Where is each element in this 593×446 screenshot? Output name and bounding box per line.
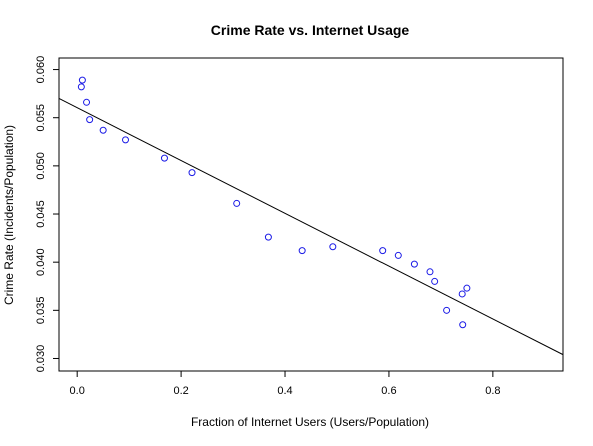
y-tick-label: 0.060 [35, 56, 47, 84]
scatter-points [78, 77, 470, 328]
data-point [123, 137, 129, 143]
y-axis: 0.030 0.035 0.040 0.045 0.050 0.055 0.060 [35, 56, 59, 372]
data-point [380, 248, 386, 254]
data-point [100, 127, 106, 133]
y-tick-label: 0.045 [35, 200, 47, 228]
regression-line-group [59, 98, 563, 354]
data-point [444, 307, 450, 313]
data-point [464, 285, 470, 291]
x-tick-label: 0.4 [277, 385, 292, 397]
data-point [460, 322, 466, 328]
data-point [265, 234, 271, 240]
chart-title: Crime Rate vs. Internet Usage [211, 22, 410, 38]
y-tick-label: 0.050 [35, 152, 47, 180]
data-point [161, 155, 167, 161]
y-tick-label: 0.030 [35, 345, 47, 373]
x-tick-label: 0.2 [173, 385, 188, 397]
x-tick-label: 0.6 [381, 385, 396, 397]
y-tick-label: 0.055 [35, 104, 47, 132]
data-point [427, 269, 433, 275]
data-point [459, 291, 465, 297]
x-axis-label: Fraction of Internet Users (Users/Popula… [191, 415, 429, 429]
data-point [411, 261, 417, 267]
regression-line [59, 98, 563, 354]
data-point [432, 278, 438, 284]
x-tick-label: 0.0 [70, 385, 85, 397]
y-axis-label: Crime Rate (Incidents/Population) [2, 125, 16, 305]
data-point [330, 244, 336, 250]
data-point [78, 84, 84, 90]
data-point [395, 252, 401, 258]
data-point [79, 77, 85, 83]
y-tick-label: 0.040 [35, 248, 47, 276]
plot-area-frame [59, 58, 563, 371]
x-axis: 0.0 0.2 0.4 0.6 0.8 [70, 371, 501, 397]
data-point [189, 170, 195, 176]
x-tick-label: 0.8 [485, 385, 500, 397]
data-point [84, 99, 90, 105]
data-point [299, 248, 305, 254]
data-point [234, 200, 240, 206]
data-point [87, 117, 93, 123]
y-tick-label: 0.035 [35, 297, 47, 325]
